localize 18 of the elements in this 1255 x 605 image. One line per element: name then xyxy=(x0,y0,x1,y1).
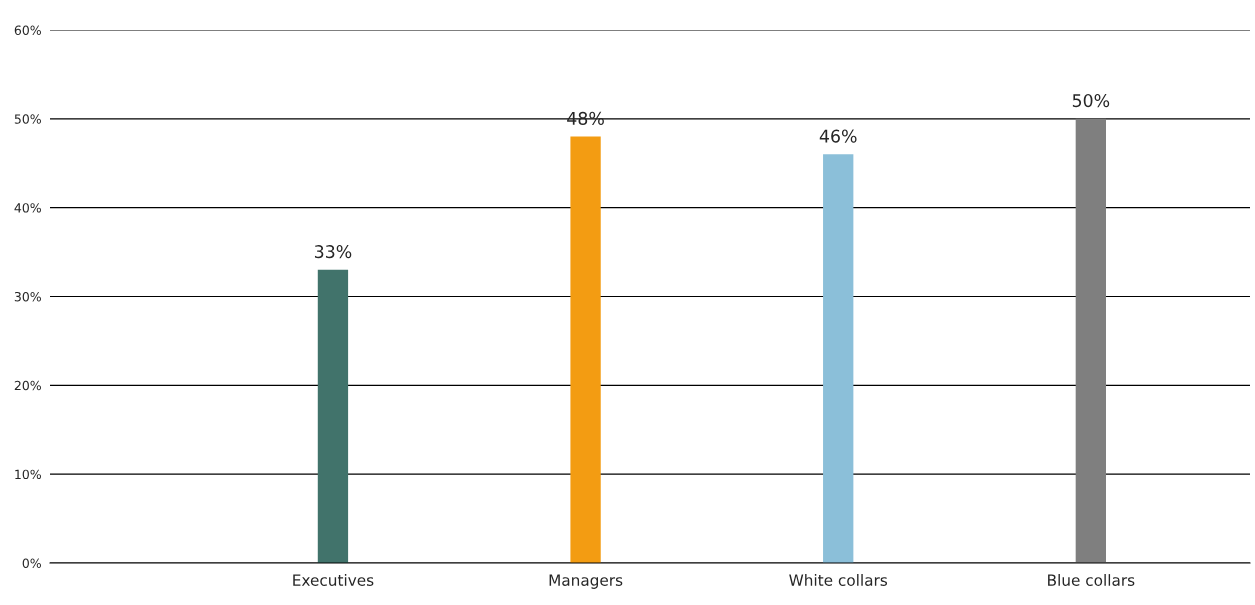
data-label: 46% xyxy=(819,129,857,143)
y-tick-label: 20% xyxy=(14,380,41,391)
y-tick-label: 10% xyxy=(15,469,41,480)
bar xyxy=(823,154,854,563)
x-tick-label: Blue collars xyxy=(1048,574,1135,586)
y-tick-label: 50% xyxy=(14,114,41,124)
bar xyxy=(317,269,349,563)
y-tick-label: 60% xyxy=(14,25,41,35)
y-tick-label: 40% xyxy=(14,203,41,213)
y-tick-label: 0% xyxy=(22,558,41,568)
y-tick-label: 30% xyxy=(14,291,41,302)
x-tick-label: Executives xyxy=(293,574,374,586)
x-tick-label: Managers xyxy=(549,574,623,589)
data-label: 50% xyxy=(1072,94,1110,108)
bar xyxy=(570,136,601,563)
x-tick-label: White collars xyxy=(789,574,888,586)
data-label: 33% xyxy=(314,245,352,259)
bar xyxy=(1075,118,1106,563)
